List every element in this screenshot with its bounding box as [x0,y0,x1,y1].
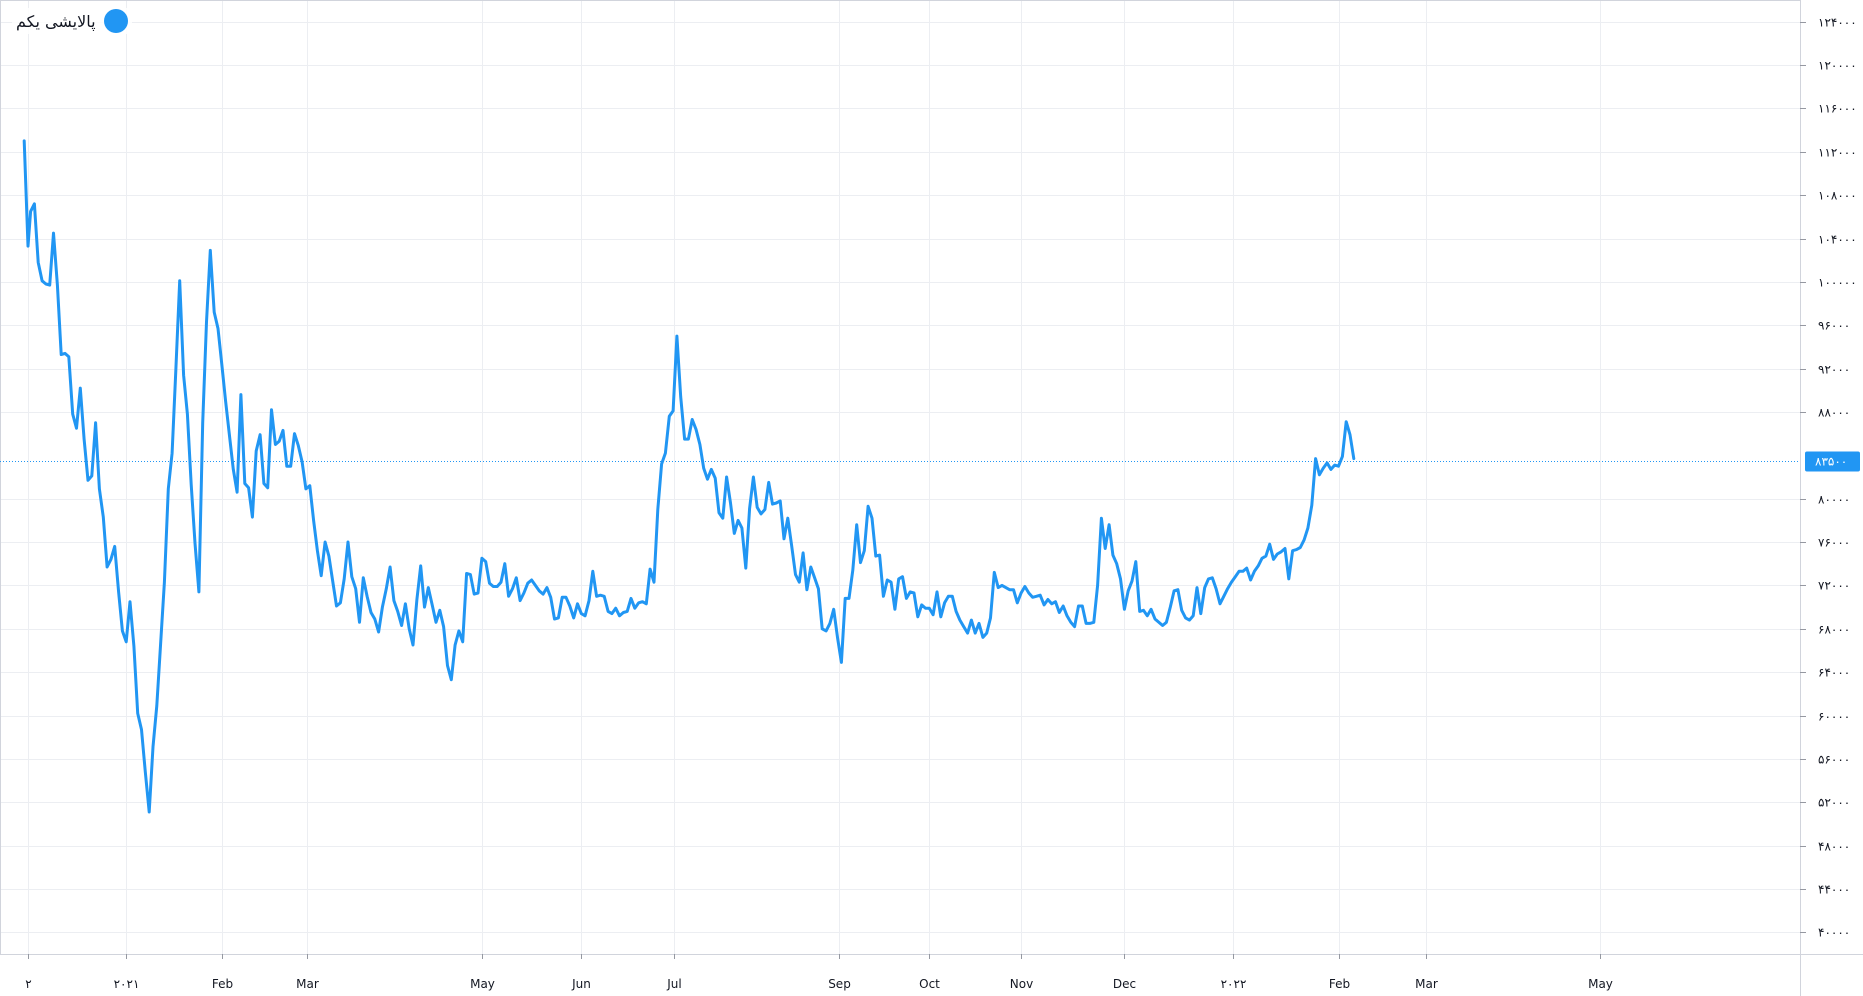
x-tick-label: Sep [828,977,851,991]
last-price-tag [1805,451,1860,472]
x-tick-label: ۲ [25,977,31,991]
y-tick-label: ۱۲۰۰۰۰ [1818,59,1857,73]
y-tick-label: ۶۴۰۰۰ [1818,666,1850,680]
y-tick-label: ۱۰۰۰۰۰ [1818,276,1857,290]
x-tick-label: Nov [1010,977,1033,991]
y-tick-label: ۴۸۰۰۰ [1818,840,1850,854]
y-tick-label: ۴۰۰۰۰ [1818,926,1850,940]
x-tick-label: May [1588,977,1613,991]
chart-grid [0,0,1800,954]
y-tick-label: ۴۴۰۰۰ [1818,883,1850,897]
y-tick-label: ۱۰۸۰۰۰ [1818,189,1857,203]
y-tick-label: ۱۲۴۰۰۰ [1818,16,1857,30]
x-tick-label: Mar [1415,977,1438,991]
x-tick-label: Feb [1329,977,1350,991]
y-tick-label: ۱۱۲۰۰۰ [1818,146,1857,160]
series-layer [22,139,1356,814]
x-tick-label: Mar [296,977,319,991]
y-tick-label: ۱۱۶۰۰۰ [1818,102,1857,116]
price-axis[interactable]: ۴۰۰۰۰ ۴۴۰۰۰ ۴۸۰۰۰ ۵۲۰۰۰ ۵۶۰۰۰ ۶۰۰۰۰ ۶۴۰۰۰ ۶۸۰۰۰… [1800,16,1857,940]
plot-area-border [0,0,1801,955]
y-tick-label: ۸۰۰۰۰ [1818,493,1850,507]
time-axis[interactable]: ۲ ۲۰۲۱ Feb Mar May Jun Jul Sep Oct Nov Dec ۲۰۲۲ Feb M… [25,954,1613,991]
x-tick-label: ۲۰۲۱ [114,977,140,991]
series-line [22,139,1356,814]
last-price-label: ۸۳۵۰۰ [1805,451,1860,472]
x-tick-label: Oct [919,977,940,991]
x-tick-label: Jun [571,977,591,991]
x-tick-label: Dec [1113,977,1136,991]
legend-symbol-name: پالایشی یکم [16,11,96,31]
y-tick-label: ۶۸۰۰۰ [1818,623,1850,637]
y-tick-label: ۷۶۰۰۰ [1818,536,1850,550]
y-tick-label: ۵۲۰۰۰ [1818,796,1850,810]
x-tick-label: ۲۰۲۲ [1221,977,1247,991]
y-tick-label: ۹۲۰۰۰ [1818,363,1850,377]
y-tick-label: ۱۰۴۰۰۰ [1818,233,1857,247]
last-price-value: ۸۳۵۰۰ [1815,455,1847,469]
y-tick-label: ۷۲۰۰۰ [1818,579,1850,593]
y-tick-label: ۶۰۰۰۰ [1818,710,1850,724]
y-tick-label: ۸۸۰۰۰ [1818,406,1850,420]
y-tick-label: ۵۶۰۰۰ [1818,753,1850,767]
x-tick-label: Feb [212,977,233,991]
x-tick-label: May [470,977,495,991]
series-legend[interactable]: پالایشی یکم [12,8,132,34]
y-tick-label: ۹۶۰۰۰ [1818,319,1850,333]
x-tick-label: Jul [666,977,681,991]
legend-color-dot-icon [103,9,128,33]
